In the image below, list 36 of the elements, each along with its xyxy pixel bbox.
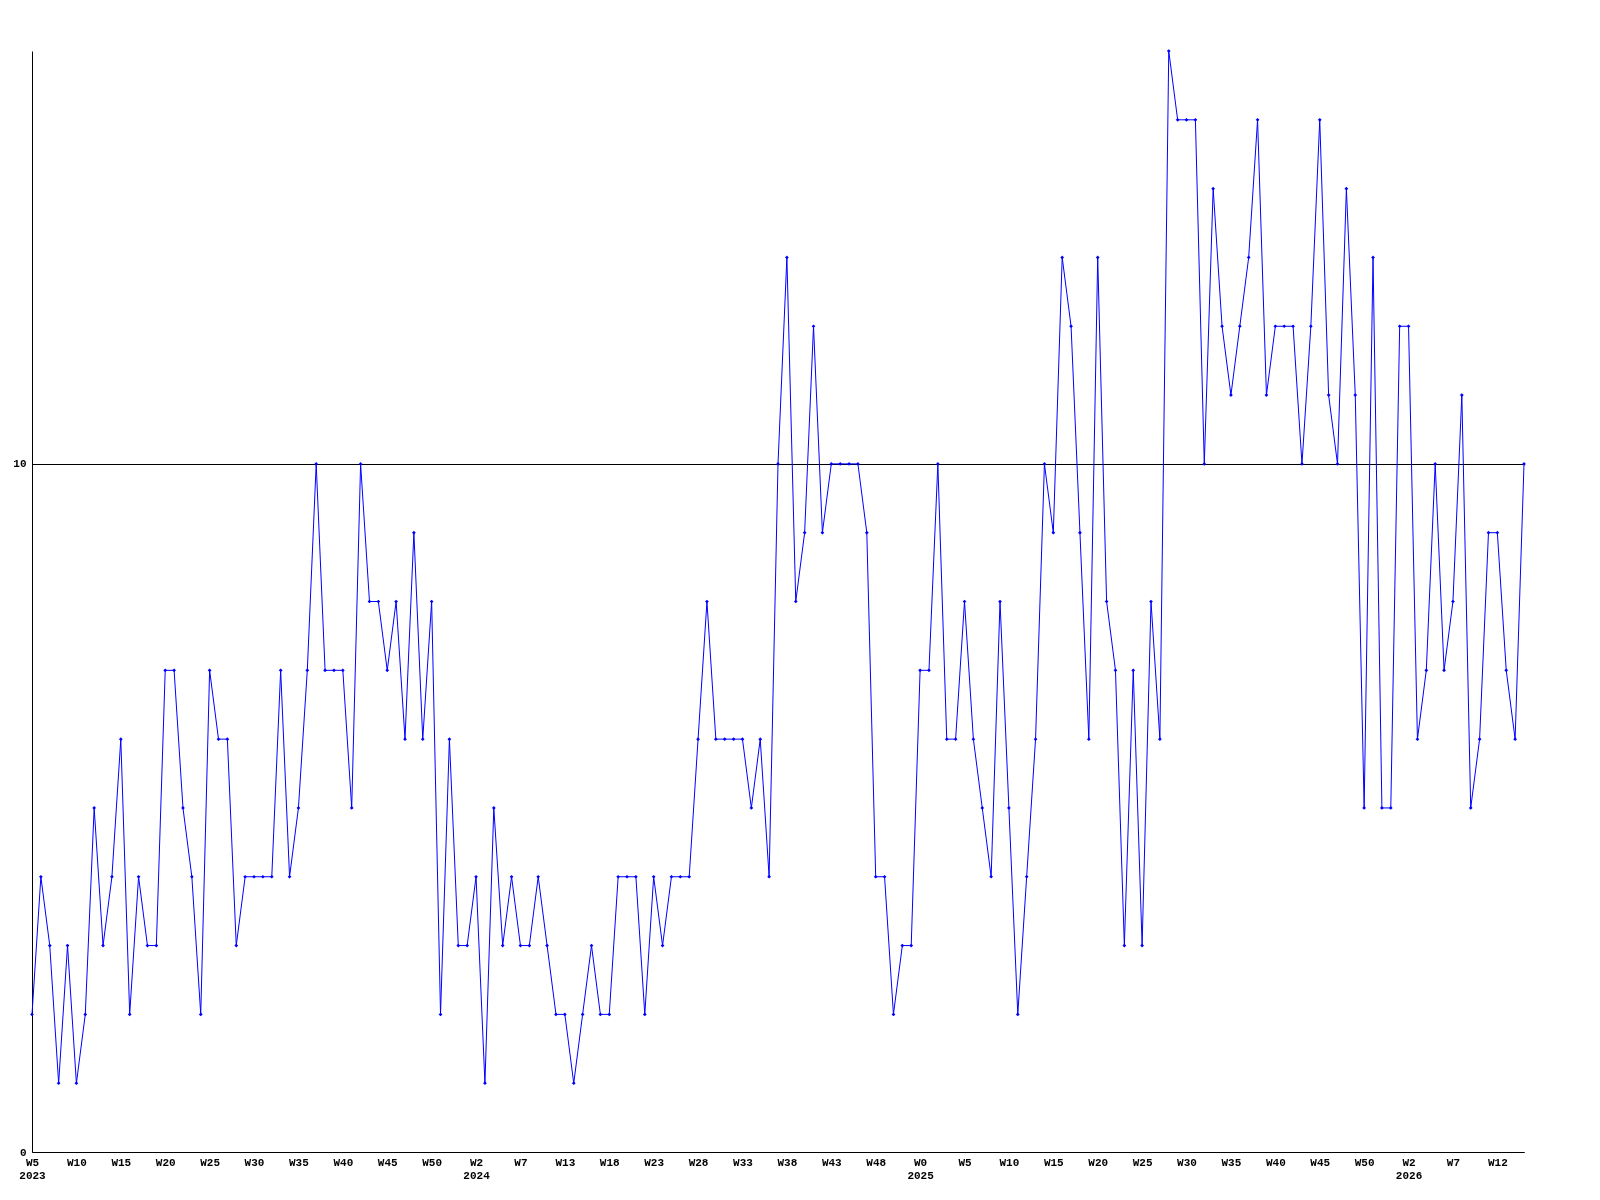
x-tick-label: W18 (599, 1156, 621, 1169)
x-tick-label: W20 (155, 1156, 176, 1169)
x-tick-label: W15 (111, 1156, 132, 1169)
x-tick-label: W30 (1177, 1156, 1197, 1169)
x-tick-label: W2 2024 (463, 1156, 491, 1182)
x-tick-label: W45 (377, 1156, 399, 1169)
x-tick-label: W7 (1446, 1156, 1461, 1169)
x-tick-label: W2 2026 (1395, 1156, 1423, 1182)
x-tick-label: W15 (1043, 1156, 1065, 1169)
x-tick-label: W10 (67, 1156, 87, 1169)
x-tick-label: W45 (1310, 1156, 1331, 1169)
x-tick-label: W12 (1487, 1156, 1508, 1169)
x-tick-label: W35 (1221, 1156, 1242, 1169)
x-tick-label: W25 (200, 1156, 221, 1169)
x-tick-label: W35 (289, 1156, 310, 1169)
x-tick-label: W48 (866, 1156, 887, 1169)
x-tick-label: W40 (1265, 1156, 1286, 1169)
x-tick-label: W38 (777, 1156, 798, 1169)
x-tick-label: W20 (1088, 1156, 1109, 1169)
x-tick-label: W5 2023 (19, 1156, 47, 1182)
y-tick-label: 10 (13, 458, 27, 471)
x-tick-label: W7 (514, 1156, 528, 1169)
x-tick-label: W0 2025 (907, 1156, 935, 1182)
x-tick-label: W28 (688, 1156, 709, 1169)
x-tick-label: W10 (999, 1156, 1020, 1169)
x-tick-label: W25 (1132, 1156, 1153, 1169)
y-tick-label: 0 (19, 1146, 27, 1159)
x-tick-label: W13 (555, 1156, 576, 1169)
x-tick-label: W43 (821, 1156, 843, 1169)
x-tick-label: W40 (333, 1156, 354, 1169)
x-tick-label: W30 (244, 1156, 265, 1169)
x-tick-label: W50 (1354, 1156, 1375, 1169)
x-tick-label: W5 (958, 1156, 972, 1169)
x-tick-label: W23 (644, 1156, 665, 1169)
x-tick-label: W33 (733, 1156, 754, 1169)
x-tick-label: W50 (422, 1156, 443, 1169)
